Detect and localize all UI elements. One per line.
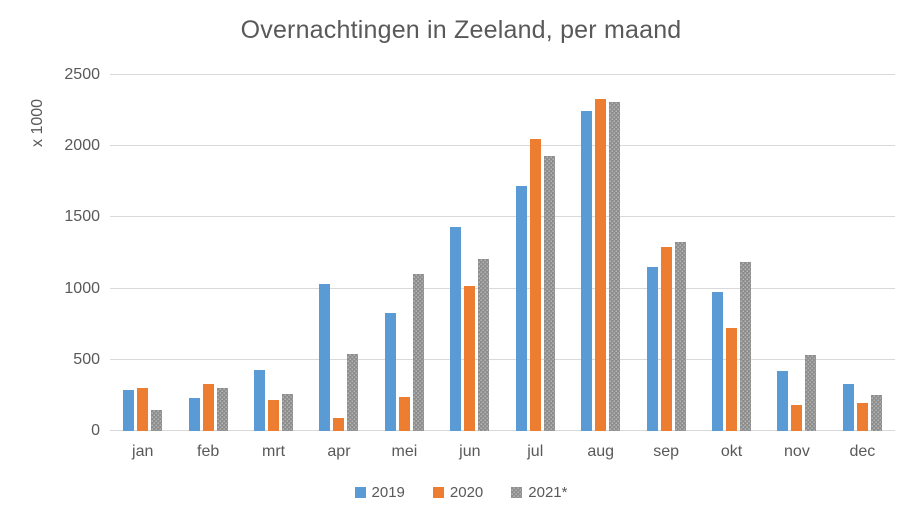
bar-2019-dec [842,384,854,431]
bar-2020-nov [791,405,803,431]
gridline-1500 [110,216,895,218]
legend-label: 2019 [371,484,405,501]
bar-group-jul [503,75,568,431]
legend: 2019 2020 2021* [0,484,922,501]
chart-title: Overnachtingen in Zeeland, per maand [240,16,682,44]
bar-group-mrt [241,75,306,431]
x-tick-label-feb: feb [197,443,220,460]
x-tick-label-apr: apr [327,443,351,460]
bar-2020-okt [726,328,737,431]
bar-2020-mrt [268,399,280,431]
bar-2019-mei [384,312,396,431]
x-tick-label-jul: jul [527,443,544,460]
bar-2020-apr [333,418,345,431]
bar-2020-aug [595,98,607,431]
x-tick-label-nov: nov [784,443,810,460]
legend-label: 2021* [528,484,568,501]
bar-group-apr [306,75,371,431]
bar-2021-sep [674,242,686,431]
y-tick-label-2500: 2500 [64,66,100,83]
gridline-2000 [110,145,895,147]
legend-item-2021: 2021* [511,484,567,501]
gridline-0 [110,430,895,431]
bar-2021-dec [870,395,882,431]
bar-2019-jul [515,186,527,431]
bar-group-aug [568,75,633,431]
bar-2020-mei [398,396,410,431]
bar-2021-mrt [282,393,294,431]
bar-2019-apr [319,284,331,431]
bar-2019-nov [777,371,789,431]
x-tick-label-jan: jan [132,443,154,460]
bar-2021-nov [805,354,817,431]
x-tick-label-sep: sep [653,443,679,460]
legend-swatch-icon [511,487,523,498]
x-tick-label-aug: aug [587,443,615,460]
bar-2019-sep [646,267,658,431]
bar-group-feb [175,75,240,431]
bar-2020-dec [856,403,868,431]
gridline-1000 [110,287,895,289]
bar-2021-jun [478,258,490,431]
bar-2021-aug [609,102,621,431]
bar-2021-jul [543,156,555,431]
bar-group-nov [764,75,829,431]
bar-2021-apr [347,354,359,431]
bar-2019-aug [581,111,593,431]
bar-2021-feb [216,388,228,431]
x-tick-label-jun: jun [459,443,481,460]
bar-2021-mei [412,274,424,431]
legend-item-2019: 2019 [354,484,405,501]
y-tick-label-500: 500 [73,350,100,368]
bar-group-sep [633,75,698,431]
y-tick-label-1000: 1000 [64,279,100,297]
legend-swatch-icon [354,487,366,498]
y-tick-label-2000: 2000 [64,137,100,155]
bar-group-jan [110,75,175,431]
plot-area [110,74,895,431]
bar-groups [110,75,895,431]
bar-2019-mrt [254,370,266,431]
bar-group-okt [699,75,764,431]
bar-group-dec [830,75,895,431]
bar-2021-jan [151,409,163,431]
bar-2019-jun [450,226,462,431]
bar-group-jun [437,75,502,431]
bar-2020-feb [202,384,214,431]
legend-item-2020: 2020 [432,484,484,501]
y-tick-label-0: 0 [91,422,100,439]
gridline-500 [110,358,895,360]
x-tick-label-dec: dec [849,443,876,460]
bar-2019-feb [188,398,200,431]
gridline-2500 [110,74,895,75]
bar-2019-jan [123,390,135,431]
bar-group-mei [372,75,437,431]
y-tick-label-1500: 1500 [64,208,100,226]
bar-2020-jul [529,139,541,431]
bar-2021-okt [740,262,751,431]
bar-2019-okt [712,292,723,431]
legend-swatch-icon [432,487,444,498]
bar-2020-jun [464,285,476,431]
legend-label: 2020 [449,484,484,501]
x-tick-label-mrt: mrt [262,443,286,460]
bar-2020-sep [660,246,672,431]
x-axis-tick-labels: jan feb mrt apr mei jun jul aug sep okt nov dec [110,443,895,461]
x-tick-label-mei: mei [391,443,418,460]
x-tick-label-okt: okt [720,443,743,460]
bar-2020-jan [137,387,149,431]
